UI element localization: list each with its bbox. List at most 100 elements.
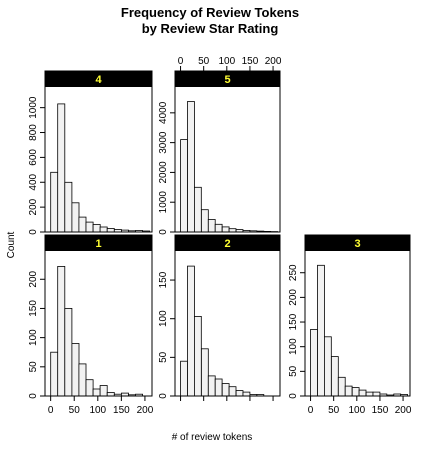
y-tick-label-1-0: 0: [28, 393, 39, 399]
x-tick-label-1-1: 50: [69, 405, 81, 416]
panel-1: 1 0 50 100 150 200 0 50 100 150 200: [28, 234, 154, 416]
bar-3-8: [365, 391, 374, 397]
bar-2-5: [214, 378, 223, 397]
bar-2-0: [180, 360, 188, 397]
panel-border-3: [304, 234, 411, 397]
bar-2-2: [193, 315, 202, 397]
bar-5-6: [221, 226, 230, 233]
y-tick-label-3-3: 150: [288, 313, 299, 330]
bar-4-8: [106, 228, 115, 233]
y-tick-label-5-0: 0: [158, 229, 169, 235]
bar-3-4: [337, 376, 346, 397]
y-tick-label-2-2: 100: [158, 310, 169, 327]
bar-3-3: [330, 356, 339, 397]
strip-label-2: 2: [224, 238, 230, 250]
y-tick-label-1-4: 200: [28, 270, 39, 287]
bar-4-0: [50, 171, 59, 233]
bar-2-3: [200, 348, 209, 397]
bar-4-1: [57, 103, 66, 233]
panel-border-4: [44, 70, 153, 233]
y-tick-label-5-4: 4000: [158, 101, 169, 124]
y-tick-label-5-2: 2000: [158, 161, 169, 184]
panel-border-1: [44, 234, 153, 397]
bar-1-3: [71, 343, 80, 397]
bar-4-5: [85, 221, 94, 233]
bar-2-8: [235, 390, 244, 397]
bar-1-6: [92, 388, 101, 397]
y-tick-label-1-2: 100: [28, 329, 39, 346]
x-axis-label: # of review tokens: [172, 432, 253, 443]
x-tick-label-3-3: 150: [372, 405, 389, 416]
panel-border-5: [174, 70, 281, 233]
y-tick-label-3-5: 250: [288, 264, 299, 281]
strip-label-4: 4: [95, 74, 102, 86]
y-tick-label-5-3: 3000: [158, 131, 169, 154]
bar-5-5: [214, 223, 223, 233]
bar-3-7: [358, 389, 367, 397]
y-tick-label-5-1: 1000: [158, 191, 169, 214]
bar-4-2: [64, 181, 73, 233]
strip-label-5: 5: [224, 74, 230, 86]
bar-4-4: [78, 216, 87, 233]
x-tick-label-1-3: 150: [113, 405, 130, 416]
y-tick-label-4-4: 800: [28, 124, 39, 141]
strip-4: [45, 71, 152, 87]
bar-1-1: [57, 265, 66, 397]
strip-1: [45, 235, 152, 251]
bar-4-3: [71, 202, 80, 233]
y-tick-label-2-1: 50: [158, 351, 169, 363]
panel-3: 3 0 50 100 150 200 250 0 50 100 150 200: [288, 234, 412, 416]
bar-1-2: [64, 307, 73, 397]
bar-3-5: [344, 385, 353, 397]
y-tick-label-1-1: 50: [28, 361, 39, 373]
x-top-tick-label-5-0: 0: [178, 56, 184, 67]
y-tick-label-3-4: 200: [288, 289, 299, 306]
bar-1-5: [85, 379, 94, 397]
bar-5-2: [193, 186, 202, 233]
strip-2: [175, 235, 280, 251]
x-tick-label-3-1: 50: [328, 405, 340, 416]
x-top-tick-label-5-2: 100: [218, 56, 235, 67]
x-tick-label-1-0: 0: [48, 405, 54, 416]
bar-4-7: [99, 226, 108, 233]
strip-3: [305, 235, 410, 251]
bar-1-7: [99, 385, 108, 397]
y-tick-label-4-1: 200: [28, 198, 39, 215]
x-top-tick-label-5-4: 200: [265, 56, 282, 67]
bar-2-1: [187, 265, 195, 397]
bar-2-4: [207, 375, 216, 397]
bar-5-0: [180, 139, 188, 233]
bar-2-6: [221, 383, 230, 397]
y-tick-label-3-2: 100: [288, 338, 299, 355]
y-axis-label: Count: [6, 231, 17, 258]
y-tick-label-1-3: 150: [28, 300, 39, 317]
bar-3-2: [323, 336, 332, 397]
bar-5-3: [200, 209, 209, 233]
bar-3-0: [310, 328, 318, 397]
bar-3-9: [372, 391, 381, 397]
bar-5-1: [187, 101, 195, 233]
y-tick-label-4-3: 600: [28, 149, 39, 166]
bar-1-0: [50, 351, 59, 397]
strip-label-3: 3: [354, 238, 360, 250]
x-top-tick-label-5-1: 50: [198, 56, 210, 67]
y-tick-label-4-2: 400: [28, 173, 39, 190]
x-tick-label-1-2: 100: [89, 405, 106, 416]
bar-1-8: [106, 392, 115, 397]
strip-5: [175, 71, 280, 87]
y-tick-label-2-3: 150: [158, 271, 169, 288]
x-tick-label-1-4: 200: [137, 405, 154, 416]
panel-border-2: [174, 234, 281, 397]
bar-5-4: [207, 219, 216, 233]
panel-2: 2 0 50 100 150: [158, 234, 281, 401]
y-tick-label-3-0: 0: [288, 393, 299, 399]
bar-3-1: [317, 264, 325, 397]
x-tick-label-3-2: 100: [348, 405, 365, 416]
x-tick-label-3-0: 0: [308, 405, 314, 416]
chart-title-line2: by Review Star Rating: [142, 21, 279, 36]
bar-1-4: [78, 363, 87, 397]
y-tick-label-2-0: 0: [158, 393, 169, 399]
